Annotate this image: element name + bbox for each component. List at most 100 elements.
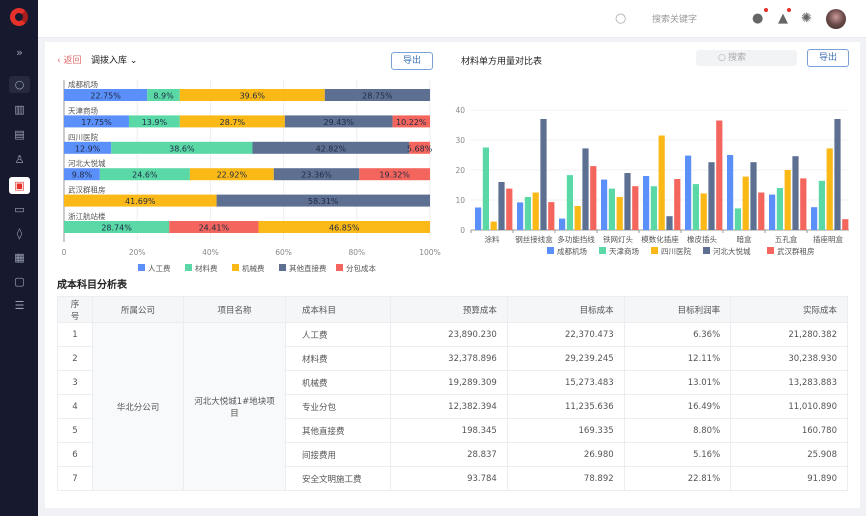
row-index: 3 [57,370,93,395]
x-tick-label: 60% [275,248,292,257]
col-index: 序号 [57,296,93,323]
sliders-icon[interactable]: ☰ [14,299,25,312]
bar-segment [324,89,430,101]
window-icon[interactable]: ▢ [14,275,25,288]
building-icon[interactable]: ▥ [14,103,25,116]
bar [601,179,608,230]
bar [517,202,524,230]
segment-label: 29.43% [323,118,354,127]
x-tick-label: 插座明盒 [813,234,843,244]
target-cell: 11,235.636 [506,394,625,419]
legend-swatch [336,264,343,271]
bar [475,207,482,230]
search-icon: ○ [718,53,726,63]
bell-icon[interactable]: ▲ [778,11,788,26]
search-icon[interactable]: ○ [615,11,627,26]
bar [666,216,673,230]
cost-item-cell: 安全文明施工费 [285,466,391,491]
transfer-dropdown[interactable]: 调拨入库 ⌄ [91,53,137,66]
segment-label: 38.6% [169,144,195,153]
row-index: 2 [57,346,93,371]
bar-segment [64,221,170,233]
right-search-input[interactable]: ○ 搜索 [696,50,797,66]
droplet-icon[interactable]: ◊ [16,227,23,240]
bar-segment [359,168,430,181]
x-tick-label: 橡皮插头 [687,234,717,244]
avatar[interactable] [826,9,846,29]
document-edit-icon[interactable]: ▤ [14,128,25,141]
target-cell: 26.980 [506,442,625,467]
bar [482,147,489,230]
table-row: 3 机械费 19,289.309 15,273.483 13.01% 13,283.883 [57,370,848,395]
company-cell: 华北分公司 [92,322,184,491]
bar [608,188,615,230]
bar [700,193,707,230]
bar [532,192,539,230]
cost-item-cell: 材料费 [285,346,391,371]
folder-icon[interactable]: ▭ [14,203,25,216]
bar-segment [284,115,393,128]
table-row: 5 其他直接费 198.345 169.335 8.80% 160.780 [57,418,848,443]
report-icon[interactable]: ▦ [14,251,25,264]
bar [800,178,807,230]
bar [716,120,723,230]
bar-segment [128,115,180,128]
message-icon[interactable]: ● [752,11,764,26]
x-tick-label: 多功能挡线 [557,234,595,244]
gear-icon[interactable]: ✺ [801,11,812,26]
bar [650,186,657,230]
actual-cell: 21,280.382 [730,322,848,347]
bar-segment [64,141,112,154]
x-tick-label: 100% [419,248,440,257]
row-label: 河北大悦城 [68,158,106,168]
logo [10,8,28,26]
expand-icon[interactable]: » [16,46,23,59]
bar [548,202,555,230]
col-margin: 目标利润率 [623,296,732,323]
bell-badge [787,8,791,12]
bar [506,188,513,230]
target-cell: 22,370.473 [506,322,625,347]
legend-swatch [232,264,239,271]
col-project: 项目名称 [183,296,286,323]
segment-label: 5.68% [407,144,433,153]
segment-label: 24.41% [199,224,230,233]
x-tick-label: 钢丝接线盒 [515,234,553,244]
budget-cell: 93.784 [390,466,508,491]
bar-segment [392,115,430,128]
stamp-icon[interactable]: ♙ [14,153,25,166]
bar [792,156,799,230]
actual-cell: 25.908 [730,442,848,467]
col-cost-item: 成本科目 [285,296,391,323]
bar-segment [189,168,274,181]
table-header-row: 序号 所属公司 项目名称 成本科目 预算成本 目标成本 目标利润率 实际成本 [57,296,848,323]
segment-label: 19.32% [379,171,410,180]
col-target: 目标成本 [506,296,625,323]
budget-cell: 23,890.230 [390,322,508,347]
bar-segment [64,89,148,101]
table-row: 4 专业分包 12,382.394 11,235.636 16.49% 11,010.89… [57,394,848,419]
bar [524,197,531,230]
row-label: 四川医院 [68,132,98,142]
table-row: 1 华北分公司 河北大悦城1#地块项目 人工费 23,890.230 22,370.473… [57,322,848,491]
bar [769,194,776,230]
cost-item-cell: 机械费 [285,370,391,395]
segment-label: 22.75% [90,92,121,101]
bar-segment [252,141,410,154]
actual-cell: 13,283.883 [730,370,848,395]
search-icon[interactable]: ○ [9,76,30,93]
global-search-input[interactable]: 搜索关键字 [652,15,698,25]
margin-cell: 6.36% [623,322,732,347]
legend-label: 天津商场 [609,246,639,256]
export-button-right[interactable]: 导出 [807,49,849,67]
bar [818,180,825,230]
actual-cell: 30,238.930 [730,346,848,371]
y-tick-label: 30 [455,136,465,145]
export-button-left[interactable]: 导出 [391,52,433,70]
segment-label: 41.69% [125,197,156,206]
bar [692,184,699,230]
segment-label: 28.75% [362,92,393,101]
back-link[interactable]: ‹ 返回 [57,56,82,66]
clipboard-icon[interactable]: ▣ [9,177,30,194]
bar [758,192,765,230]
